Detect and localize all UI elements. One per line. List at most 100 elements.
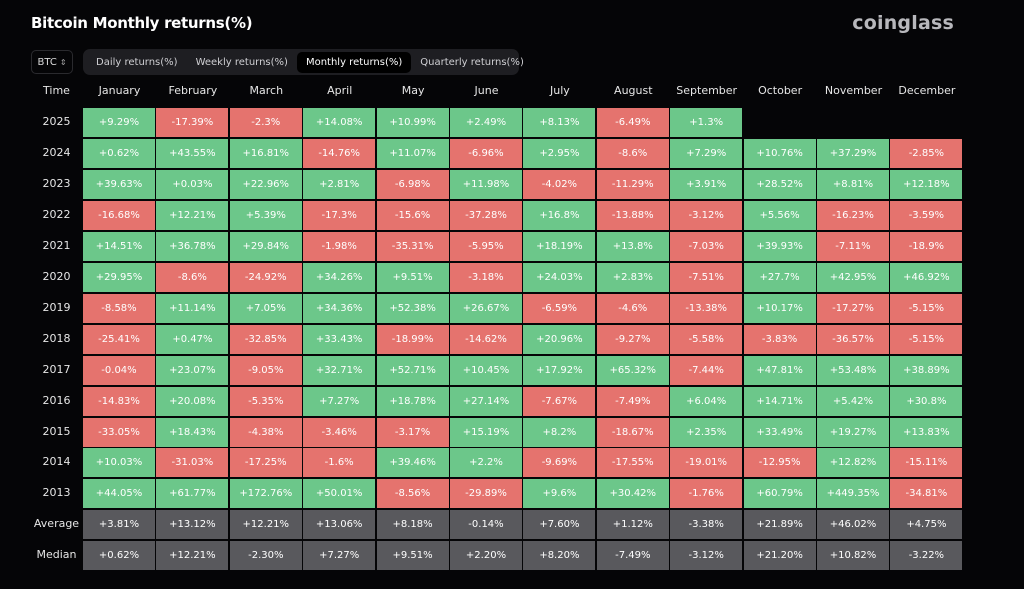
return-cell: +39.93% bbox=[743, 231, 816, 261]
return-cell: +22.96% bbox=[229, 169, 302, 199]
return-cell: +27.7% bbox=[743, 262, 816, 292]
return-cell: -18.67% bbox=[596, 417, 669, 447]
tab-monthly-returns[interactable]: Monthly returns(%) bbox=[296, 51, 412, 73]
return-cell: -3.17% bbox=[376, 417, 449, 447]
row-label-year: 2019 bbox=[42, 300, 71, 314]
return-cell: -5.15% bbox=[890, 293, 963, 323]
return-cell: -7.51% bbox=[670, 262, 743, 292]
row-label-year: 2020 bbox=[42, 269, 71, 283]
return-cell: +30.8% bbox=[890, 386, 963, 416]
return-cell: +12.18% bbox=[890, 169, 963, 199]
return-cell: -32.85% bbox=[229, 324, 302, 354]
return-cell: -6.98% bbox=[376, 169, 449, 199]
row-label-year: 2014 bbox=[42, 455, 71, 469]
column-header: August bbox=[614, 84, 653, 97]
page-title: Bitcoin Monthly returns(%) bbox=[31, 14, 253, 32]
return-cell: +9.6% bbox=[523, 479, 596, 509]
return-cell: -7.67% bbox=[523, 386, 596, 416]
return-cell: +2.35% bbox=[670, 417, 743, 447]
return-cell: +2.49% bbox=[450, 108, 522, 137]
return-cell: +18.78% bbox=[376, 386, 449, 416]
return-cell: -36.57% bbox=[817, 324, 889, 354]
return-cell: -3.59% bbox=[890, 200, 963, 230]
return-cell: -17.25% bbox=[229, 448, 302, 478]
return-cell: +43.55% bbox=[156, 138, 229, 168]
return-cell: -17.55% bbox=[596, 448, 669, 478]
return-cell: -11.29% bbox=[596, 169, 669, 199]
return-cell: +11.14% bbox=[156, 293, 229, 323]
tab-weekly-returns[interactable]: Weekly returns(%) bbox=[195, 56, 288, 68]
summary-cell: +10.82% bbox=[817, 541, 889, 571]
summary-cell: +46.02% bbox=[817, 510, 889, 540]
return-cell: +2.83% bbox=[596, 262, 669, 292]
return-cell: +7.29% bbox=[670, 138, 743, 168]
return-cell: +5.56% bbox=[743, 200, 816, 230]
tab-quarterly-returns[interactable]: Quarterly returns(%) bbox=[420, 56, 524, 68]
return-cell: -5.95% bbox=[450, 231, 522, 261]
summary-cell: -2.30% bbox=[229, 541, 302, 571]
return-cell: +47.81% bbox=[743, 355, 816, 385]
return-cell: +10.03% bbox=[83, 448, 155, 478]
header-time: Time bbox=[43, 84, 70, 97]
return-cell: -6.59% bbox=[523, 293, 596, 323]
summary-cell: +7.60% bbox=[523, 510, 596, 540]
return-cell: +2.2% bbox=[450, 448, 522, 478]
coin-select[interactable]: BTC ⇕ bbox=[31, 50, 73, 74]
summary-cell: -3.12% bbox=[670, 541, 743, 571]
column-header: January bbox=[98, 84, 141, 97]
return-cell: +29.95% bbox=[83, 262, 155, 292]
row-label-year: 2016 bbox=[42, 393, 71, 407]
return-cell: -1.98% bbox=[303, 231, 376, 261]
return-cell: +8.2% bbox=[523, 417, 596, 447]
summary-cell: +1.12% bbox=[596, 510, 669, 540]
summary-cell: +8.18% bbox=[376, 510, 449, 540]
return-cell: -34.81% bbox=[890, 479, 963, 509]
return-cell: +46.92% bbox=[890, 262, 963, 292]
return-cell: -5.58% bbox=[670, 324, 743, 354]
column-header: September bbox=[676, 84, 738, 97]
return-cell: +16.8% bbox=[523, 200, 596, 230]
return-cell: +26.67% bbox=[450, 293, 522, 323]
row-label-year: 2021 bbox=[42, 238, 71, 252]
return-cell: +14.51% bbox=[83, 231, 155, 261]
return-cell: -24.92% bbox=[229, 262, 302, 292]
return-cell: +10.76% bbox=[743, 138, 816, 168]
return-cell: -17.3% bbox=[303, 200, 376, 230]
return-cell: -15.11% bbox=[890, 448, 963, 478]
return-cell: -6.49% bbox=[596, 108, 669, 137]
column-header: July bbox=[549, 84, 570, 97]
return-cell: +16.81% bbox=[229, 138, 302, 168]
column-header: December bbox=[898, 84, 956, 97]
return-cell: -17.27% bbox=[817, 293, 889, 323]
return-cell: +32.71% bbox=[303, 355, 376, 385]
row-label-average: Average bbox=[33, 517, 80, 531]
coin-select-value: BTC bbox=[37, 56, 57, 68]
return-cell: -5.15% bbox=[890, 324, 963, 354]
return-cell: -7.03% bbox=[670, 231, 743, 261]
return-cell: +37.29% bbox=[817, 138, 889, 168]
return-cell: -6.96% bbox=[450, 138, 522, 168]
row-label-year: 2025 bbox=[42, 115, 71, 128]
return-cell: -12.95% bbox=[743, 448, 816, 478]
tab-daily-returns[interactable]: Daily returns(%) bbox=[96, 56, 178, 68]
summary-cell: +9.51% bbox=[376, 541, 449, 571]
summary-cell: -0.14% bbox=[450, 510, 522, 540]
return-cell: -25.41% bbox=[83, 324, 155, 354]
return-cell: +2.81% bbox=[303, 169, 376, 199]
summary-cell: +7.27% bbox=[303, 541, 376, 571]
return-cell: -9.27% bbox=[596, 324, 669, 354]
return-cell: -18.9% bbox=[890, 231, 963, 261]
return-cell: -8.56% bbox=[376, 479, 449, 509]
return-cell: -2.3% bbox=[229, 108, 302, 137]
return-cell: -8.6% bbox=[156, 262, 229, 292]
return-cell: -4.02% bbox=[523, 169, 596, 199]
return-cell: -7.11% bbox=[817, 231, 889, 261]
return-cell: -31.03% bbox=[156, 448, 229, 478]
return-cell: -9.05% bbox=[229, 355, 302, 385]
column-header: March bbox=[249, 84, 284, 97]
return-cell: -37.28% bbox=[450, 200, 522, 230]
return-cell: +14.08% bbox=[303, 108, 376, 137]
return-cell: -4.6% bbox=[596, 293, 669, 323]
summary-cell: +21.89% bbox=[743, 510, 816, 540]
return-cell: +6.04% bbox=[670, 386, 743, 416]
